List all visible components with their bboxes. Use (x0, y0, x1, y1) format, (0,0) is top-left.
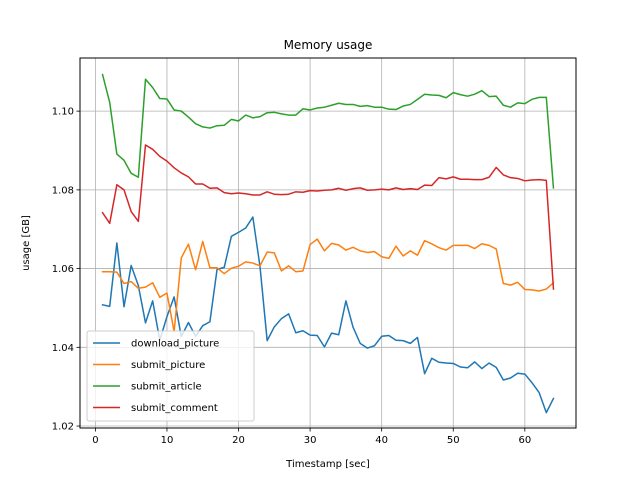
series-line-download-picture (101, 216, 555, 414)
legend: download_picture submit_picture submit_art… (86, 330, 255, 422)
y-tick-label: 1.06 (52, 264, 74, 275)
legend-label-submit-comment: submit_comment (131, 403, 218, 414)
x-axis-label: Timestamp [sec] (285, 459, 370, 470)
legend-entries: download_picture submit_picture submit_art… (93, 339, 219, 414)
x-tick-label: 40 (375, 435, 388, 446)
legend-box (86, 330, 255, 422)
x-tick-label: 0 (92, 435, 98, 446)
x-tick-label: 60 (518, 435, 531, 446)
y-tick-label: 1.10 (52, 107, 74, 118)
x-tick-label: 50 (447, 435, 460, 446)
legend-label-submit-article: submit_article (131, 382, 202, 393)
y-axis-ticks: 1.02 1.04 1.06 1.08 1.10 (52, 107, 80, 433)
series-line-submit-comment (101, 144, 555, 290)
series-layer (101, 73, 555, 414)
x-tick-label: 10 (161, 435, 174, 446)
plot-frame (79, 57, 577, 429)
series-line-submit-article (101, 73, 555, 189)
x-tick-label: 20 (232, 435, 245, 446)
y-axis-label: usage [GB] (21, 215, 32, 271)
y-tick-label: 1.04 (52, 343, 74, 354)
y-tick-label: 1.08 (52, 185, 74, 196)
y-tick-label: 1.02 (52, 422, 74, 433)
x-axis-ticks: 0 10 20 30 40 50 60 (92, 428, 531, 446)
series-line-submit-picture (101, 238, 555, 333)
chart-title: Memory usage (284, 38, 373, 52)
legend-label-download-picture: download_picture (131, 339, 219, 350)
x-tick-label: 30 (304, 435, 317, 446)
legend-label-submit-picture: submit_picture (131, 360, 205, 371)
